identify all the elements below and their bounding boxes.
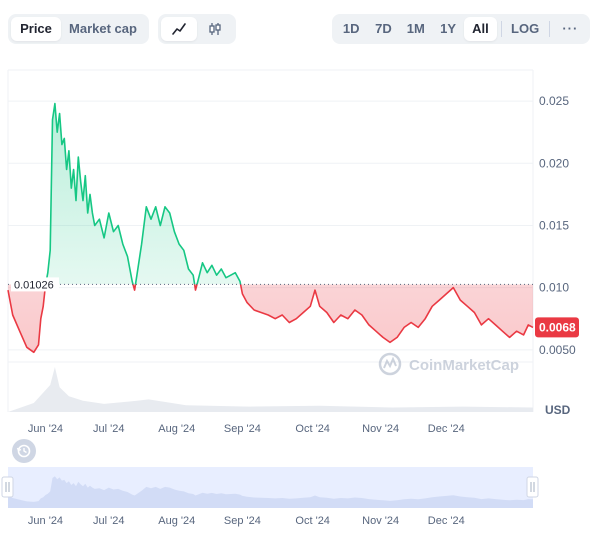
- metric-toggle: Price Market cap: [8, 14, 149, 44]
- price-line-up: [44, 102, 242, 285]
- coinmarketcap-logo-icon: [378, 352, 402, 376]
- navigator-x-tick-label-6: Dec '24: [428, 515, 465, 527]
- y-tick-label-3: 0.010: [539, 281, 569, 295]
- y-tick-label-2: 0.015: [539, 218, 569, 232]
- history-button[interactable]: [12, 439, 36, 463]
- tab-price[interactable]: Price: [11, 17, 61, 41]
- line-chart-icon: [172, 23, 186, 35]
- x-tick-label-5: Nov '24: [362, 423, 399, 435]
- y-tick-label-0: 0.025: [539, 94, 569, 108]
- price-area-down: [8, 284, 533, 353]
- y-tick-label-4: 0.0050: [539, 343, 576, 357]
- range-1d-button[interactable]: 1D: [342, 21, 360, 36]
- volume-area-shape: [8, 367, 533, 412]
- navigator-right-handle[interactable]: [526, 476, 539, 498]
- candlestick-button[interactable]: [197, 17, 233, 41]
- x-tick-label-0: Jun '24: [28, 423, 63, 435]
- navigator-x-tick-label-5: Nov '24: [362, 515, 399, 527]
- range-navigator[interactable]: [1, 467, 539, 508]
- x-tick-label-6: Dec '24: [428, 423, 465, 435]
- baseline-label: 0.01026: [14, 279, 54, 291]
- navigator-area: [8, 476, 533, 508]
- navigator-x-tick-label-0: Jun '24: [28, 515, 63, 527]
- grid-lines: [7, 69, 534, 412]
- volume-area: [8, 367, 533, 412]
- navigator-left-handle[interactable]: [1, 476, 14, 498]
- current-price-label: 0.0068: [539, 320, 576, 334]
- y-tick-label-1: 0.020: [539, 156, 569, 170]
- price-line-down: [7, 284, 534, 354]
- range-1m-button[interactable]: 1M: [406, 21, 425, 36]
- chart-type-toggle: [158, 14, 236, 44]
- navigator-x-tick-label-2: Aug '24: [158, 515, 195, 527]
- range-7d-button[interactable]: 7D: [375, 21, 392, 36]
- history-icon: [16, 444, 31, 458]
- x-tick-label-2: Aug '24: [158, 423, 195, 435]
- line-chart-button[interactable]: [161, 17, 197, 41]
- toolbar-divider: [500, 21, 502, 37]
- price-area-up: [8, 103, 533, 285]
- current-price-badge: 0.0068: [535, 317, 579, 338]
- toolbar-divider: [548, 21, 550, 37]
- navigator-x-tick-label-4: Oct '24: [295, 515, 330, 527]
- x-tick-label-4: Oct '24: [295, 423, 330, 435]
- navigator-x-tick-label-1: Jul '24: [93, 515, 124, 527]
- currency-label: USD: [545, 403, 571, 417]
- more-options-button[interactable]: ···: [562, 21, 579, 36]
- range-1y-button[interactable]: 1Y: [440, 21, 457, 36]
- candlestick-icon: [209, 23, 221, 35]
- range-all-button[interactable]: All: [464, 17, 497, 41]
- tab-market-cap[interactable]: Market cap: [69, 21, 137, 36]
- baseline-label-bg: [11, 277, 59, 292]
- range-toggle: 1D 7D 1M 1Y All LOG ···: [332, 14, 590, 44]
- x-tick-label-3: Sep '24: [224, 423, 261, 435]
- watermark-text: CoinMarketCap: [409, 357, 519, 374]
- x-tick-label-1: Jul '24: [93, 423, 124, 435]
- log-scale-button[interactable]: LOG: [511, 21, 540, 36]
- coinmarketcap-watermark: CoinMarketCap: [378, 352, 519, 376]
- navigator-x-tick-label-3: Sep '24: [224, 515, 261, 527]
